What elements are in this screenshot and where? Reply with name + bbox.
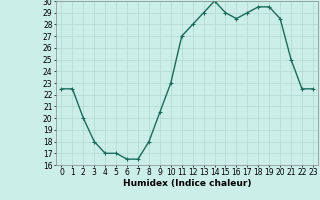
X-axis label: Humidex (Indice chaleur): Humidex (Indice chaleur)	[123, 179, 252, 188]
